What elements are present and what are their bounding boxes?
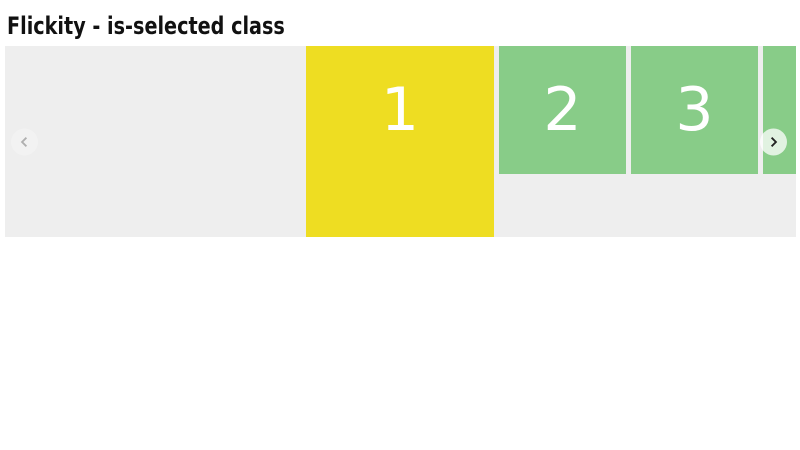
carousel-cell-clipped[interactable]: 4 xyxy=(763,46,796,174)
carousel-cell[interactable]: 2 xyxy=(499,46,626,174)
previous-button[interactable] xyxy=(11,128,38,155)
next-button[interactable] xyxy=(760,128,787,155)
carousel-cell[interactable]: 3 xyxy=(631,46,758,174)
chevron-right-icon xyxy=(770,136,778,147)
cell-number: 1 xyxy=(380,75,420,145)
page-title: Flickity - is-selected class xyxy=(7,12,285,40)
cell-number: 2 xyxy=(543,75,582,145)
carousel-cell-selected[interactable]: 1 xyxy=(306,46,494,237)
chevron-left-icon xyxy=(20,136,28,147)
cell-number: 3 xyxy=(675,75,714,145)
flickity-carousel[interactable]: 1 2 3 4 xyxy=(5,46,796,237)
cell-number: 4 xyxy=(763,46,796,174)
